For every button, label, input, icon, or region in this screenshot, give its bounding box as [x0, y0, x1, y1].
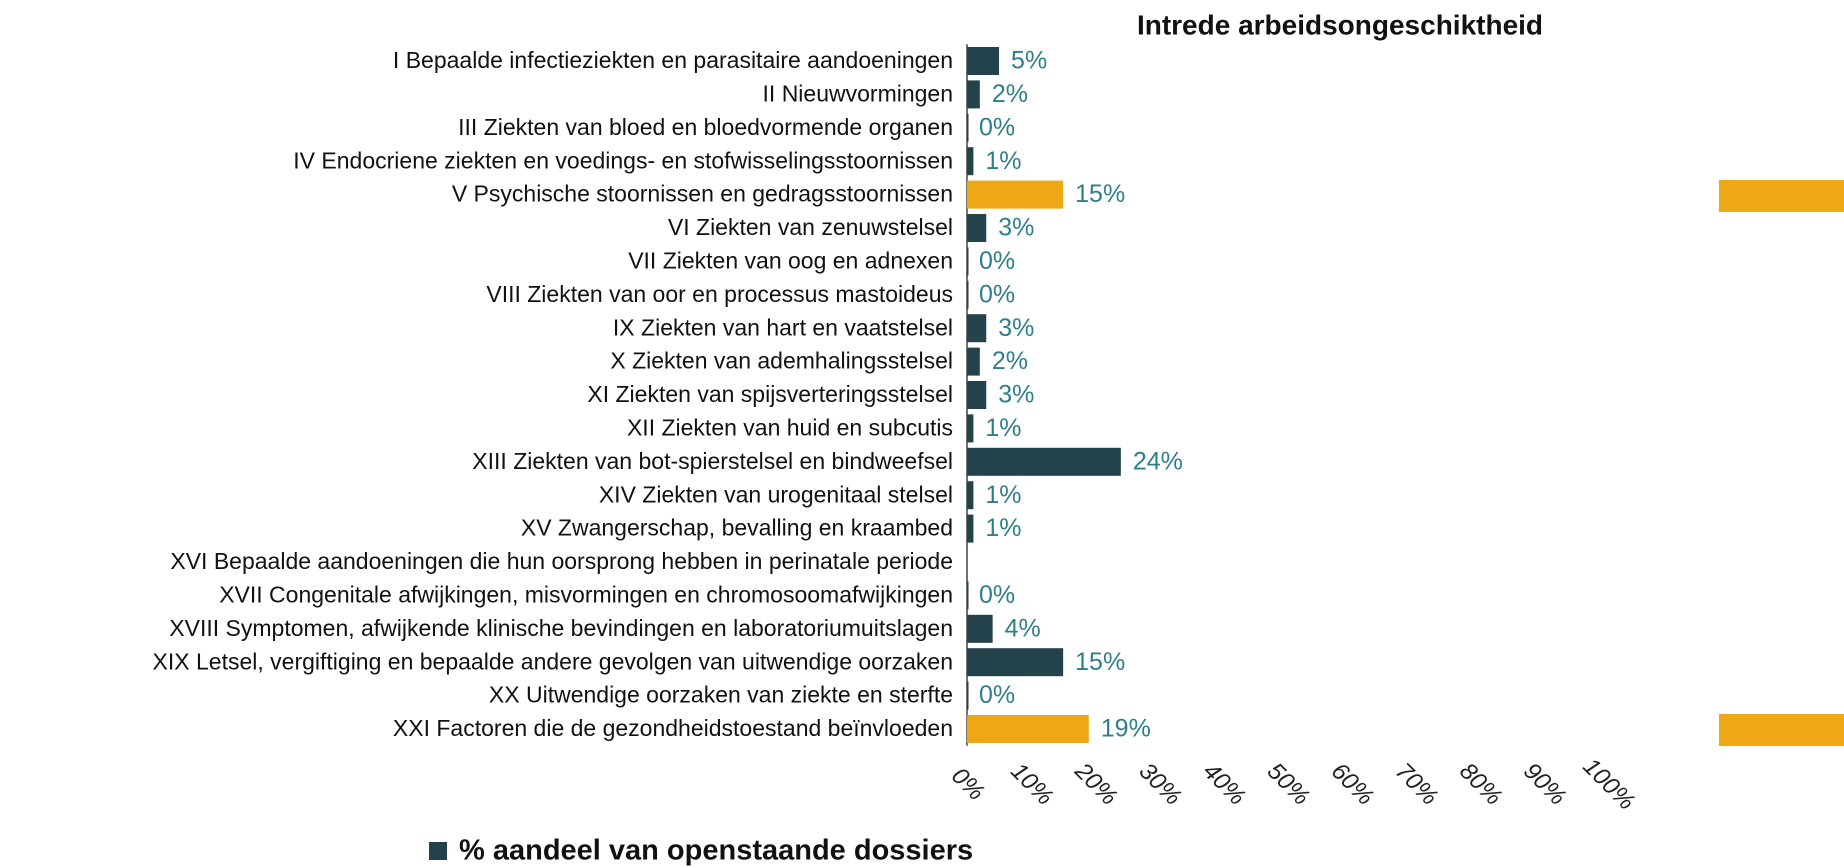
y-tick-label: IV Endocriene ziekten en voedings- en st… — [293, 147, 953, 173]
y-tick-label: XVIII Symptomen, afwijkende klinische be… — [169, 615, 953, 641]
value-label: 0% — [979, 280, 1015, 308]
y-tick-label: XIV Ziekten van urogenitaal stelsel — [599, 481, 953, 507]
x-tick-label: 60% — [1326, 758, 1379, 811]
chart-title: Intrede arbeidsongeschiktheid — [1137, 9, 1543, 40]
y-tick-label: VIII Ziekten van oor en processus mastoi… — [486, 281, 953, 307]
value-label: 1% — [985, 414, 1021, 442]
x-tick-label: 90% — [1518, 758, 1571, 811]
value-label: 24% — [1133, 447, 1183, 475]
decoration — [1719, 714, 1844, 746]
y-tick-label: VI Ziekten van zenuwstelsel — [668, 214, 953, 240]
x-tick-label: 40% — [1198, 758, 1251, 811]
y-tick-label: XVI Bepaalde aandoeningen die hun oorspr… — [170, 548, 953, 574]
bar — [967, 681, 969, 710]
value-label: 15% — [1075, 180, 1125, 208]
x-tick-label: 10% — [1005, 758, 1058, 811]
y-tick-label: XXI Factoren die de gezondheidstoestand … — [393, 715, 953, 741]
y-tick-label: XVII Congenitale afwijkingen, misvorming… — [219, 581, 953, 607]
x-tick-label: 20% — [1069, 757, 1123, 811]
legend-label: % aandeel van openstaande dossiers — [459, 835, 973, 867]
bar — [967, 347, 980, 376]
value-label: 3% — [998, 314, 1034, 342]
bar — [967, 113, 969, 142]
bar — [967, 47, 1000, 75]
bar — [967, 147, 974, 176]
x-tick-label: 70% — [1390, 758, 1443, 811]
value-label: 19% — [1101, 715, 1151, 743]
bar — [967, 447, 1121, 476]
value-label: 3% — [998, 214, 1034, 242]
bar — [967, 280, 969, 309]
y-tick-label: X Ziekten van ademhalingsstelsel — [610, 348, 953, 374]
y-tick-label: XI Ziekten van spijsverteringsstelsel — [587, 381, 953, 407]
value-label: 0% — [979, 113, 1015, 141]
value-label: 1% — [985, 481, 1021, 509]
value-label: 3% — [998, 381, 1034, 409]
y-tick-label: XV Zwangerschap, bevalling en kraambed — [521, 515, 953, 541]
x-tick-label: 0% — [946, 762, 990, 806]
bar — [967, 614, 993, 643]
y-tick-label: XIX Letsel, vergiftiging en bepaalde and… — [153, 648, 953, 674]
value-label: 5% — [1011, 47, 1047, 75]
bar — [967, 214, 987, 242]
y-tick-label: I Bepaalde infectieziekten en parasitair… — [393, 47, 953, 73]
bar — [967, 581, 969, 610]
bar — [967, 381, 987, 409]
legend-swatch — [429, 842, 447, 860]
bar — [967, 648, 1064, 677]
value-label: 0% — [979, 581, 1015, 609]
x-tick-label: 80% — [1454, 758, 1507, 811]
bar — [967, 180, 1064, 209]
y-tick-label: III Ziekten van bloed en bloedvormende o… — [458, 114, 953, 140]
value-label: 2% — [992, 347, 1028, 375]
x-tick-label: 50% — [1262, 758, 1315, 811]
value-label: 15% — [1075, 648, 1125, 676]
bar — [967, 80, 980, 109]
value-label: 2% — [992, 80, 1028, 108]
x-tick-label: 100% — [1578, 753, 1641, 816]
value-label: 1% — [985, 514, 1021, 542]
bar — [967, 247, 969, 276]
y-tick-label: VII Ziekten van oog en adnexen — [628, 247, 953, 273]
bar — [967, 414, 974, 443]
value-label: 0% — [979, 681, 1015, 709]
bar — [967, 481, 974, 510]
bar — [967, 514, 974, 543]
y-tick-label: V Psychische stoornissen en gedragsstoor… — [452, 181, 953, 207]
y-tick-label: XII Ziekten van huid en subcutis — [627, 414, 953, 440]
value-label: 1% — [985, 147, 1021, 175]
x-tick-label: 30% — [1134, 758, 1187, 811]
value-label: 4% — [1005, 614, 1041, 642]
y-tick-label: IX Ziekten van hart en vaatstelsel — [613, 314, 953, 340]
value-label: 0% — [979, 247, 1015, 275]
bar — [967, 314, 987, 343]
y-tick-label: XX Uitwendige oorzaken van ziekte en ste… — [489, 682, 953, 708]
y-tick-label: II Nieuwvormingen — [763, 80, 953, 106]
bar — [967, 715, 1089, 743]
decoration — [1719, 180, 1844, 212]
y-tick-label: XIII Ziekten van bot-spierstelsel en bin… — [472, 448, 953, 474]
